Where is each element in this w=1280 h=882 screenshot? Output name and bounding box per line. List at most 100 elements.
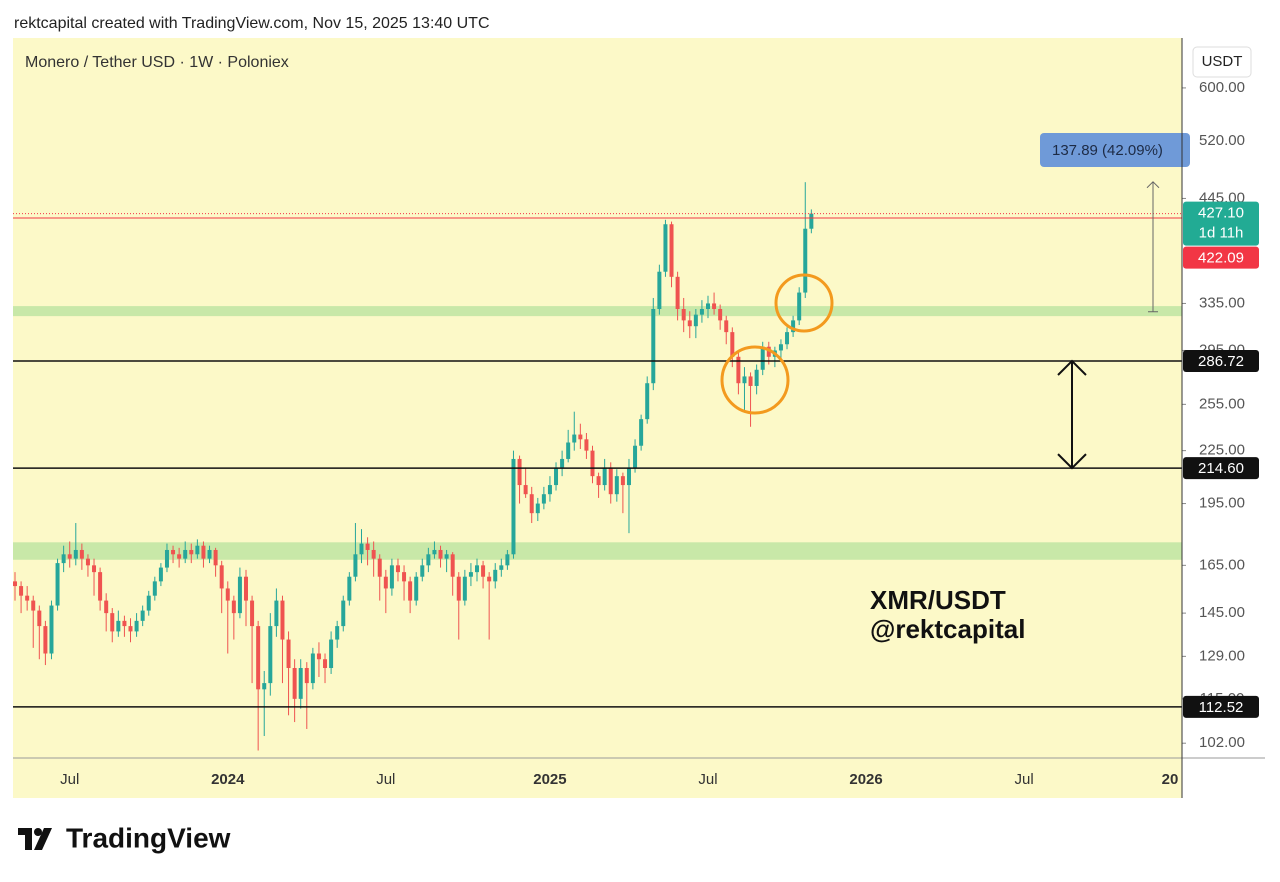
candle-body [37,610,42,627]
candle-body [766,346,771,357]
candle-body [402,572,407,582]
x-tick-label: 2024 [211,771,245,788]
candle-body [128,626,133,632]
level-label: 214.60 [1198,460,1244,477]
candle-body [49,605,54,654]
candle-body [329,639,334,669]
level-label: 112.52 [1199,699,1244,716]
candle-body [134,620,139,632]
y-tick-label: 335.00 [1199,294,1245,311]
candle-body [554,467,559,486]
candle-body [61,554,66,564]
candle-body [432,549,437,555]
candle-body [699,309,704,315]
candle-body [499,565,504,570]
currency: USDT [1202,53,1243,70]
candle-body [736,356,741,384]
candle-body [596,476,601,486]
candle-body [256,626,261,690]
candle-body [274,600,279,627]
y-tick-label: 600.00 [1199,79,1245,96]
candle-body [456,576,461,601]
header: rektcapital created with TradingView.com… [14,15,490,32]
candle-body [323,659,328,669]
candle-body [523,485,528,495]
candle-body [620,476,625,486]
candle-body [718,309,723,321]
support-zone [13,306,1182,317]
candle-body [310,653,315,684]
candle-body [614,476,619,495]
highlight-circle [774,273,834,333]
candle-body [43,626,48,654]
candle-body [651,309,656,384]
candle-body [487,576,492,582]
candle-body [395,565,400,573]
candle-body [408,581,413,601]
candle-body [584,439,589,451]
candle-body [140,610,145,621]
level-label: 286.72 [1198,353,1244,370]
candle-body [754,369,759,386]
candle-body [347,576,352,601]
x-tick-label: Jul [376,771,395,788]
candle-body [31,600,36,611]
candle-body [444,554,449,559]
candle-body [207,549,212,559]
candle-body [262,683,267,690]
candle-body [803,228,808,293]
candle-body [742,376,747,384]
candle-body [450,554,455,577]
candle-body [268,626,273,684]
candle-body [98,572,103,601]
candle-body [475,565,479,573]
candle-body [116,620,121,632]
x-tick-label: 2025 [533,771,566,788]
candle-body [225,588,230,601]
candle-body [608,467,613,495]
y-tick-label: 145.00 [1199,604,1245,621]
y-tick-label: 520.00 [1199,132,1245,149]
candle-body [535,503,540,514]
logo-mark [18,828,52,850]
x-tick-label: Jul [698,771,717,788]
ref-label: 422.09 [1198,250,1244,267]
candle-body [529,494,534,514]
candle-body [183,549,188,559]
measure-label: 137.89 (42.09%) [1052,142,1163,159]
support-zone [13,542,1182,560]
candle-body [712,303,717,310]
y-tick-label: 102.00 [1199,734,1245,751]
candle-body [25,595,30,601]
x-tick-label: 2026 [849,771,882,788]
candle-body [675,276,680,310]
last-price-box [1183,201,1259,246]
candle-body [122,620,127,627]
candle-body [420,565,425,577]
candle-body [541,494,546,504]
candle-body [706,303,710,310]
candle-body [79,549,84,559]
candle-body [164,549,169,568]
candle-body [693,314,698,327]
candle-body [85,558,90,566]
candle-body [280,600,285,640]
level-label-box [1183,349,1259,372]
candle-body [231,600,236,614]
candle-body [797,292,802,321]
candle-body [316,653,321,660]
candle-body [189,549,194,555]
candle-body [146,595,151,611]
candle-body [505,554,510,566]
candle-body [389,565,394,589]
candle-body [724,320,729,333]
candle-body [335,626,340,640]
candle-body [730,332,735,357]
candle-body [383,576,388,589]
candle-body [602,467,607,486]
y-tick-label: 165.00 [1199,556,1245,573]
annotation: XMR/USDT [870,585,1006,615]
candle-body [171,549,176,555]
candle-body [250,600,255,627]
